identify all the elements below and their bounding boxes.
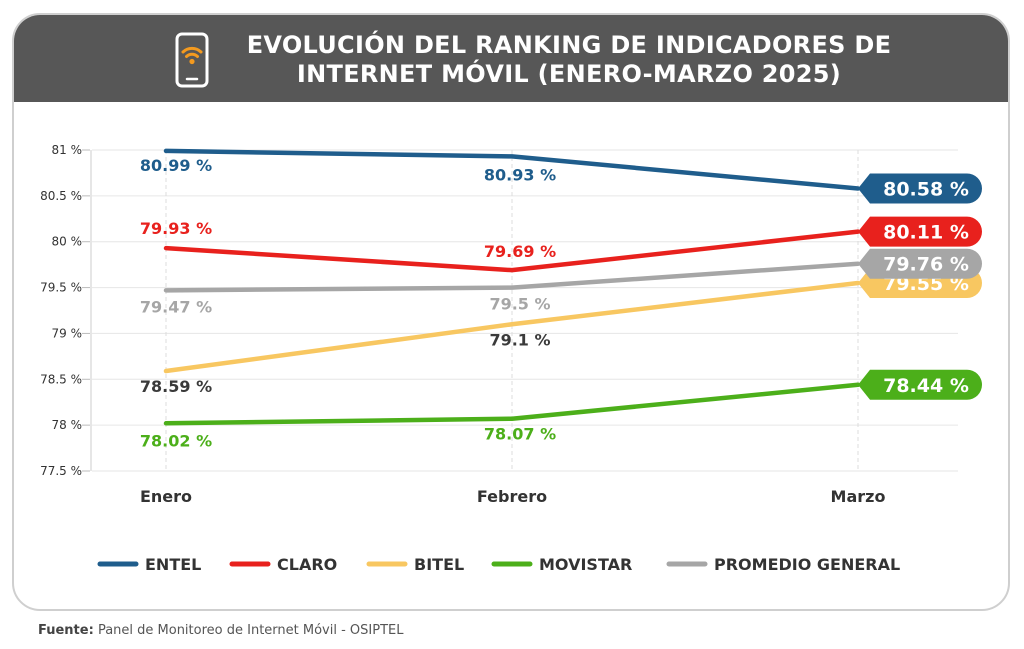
- series-line-movistar: [163, 382, 861, 426]
- legend-label-promedio-general: PROMEDIO GENERAL: [714, 555, 900, 574]
- end-badge-movistar: [858, 369, 982, 400]
- x-tick-label: Enero: [140, 487, 192, 506]
- data-label-movistar: 78.07 %: [484, 425, 556, 444]
- y-tick-label: 79.5 %: [40, 281, 82, 295]
- x-tick-label: Marzo: [831, 487, 886, 506]
- source-label: Fuente:: [38, 623, 94, 638]
- data-label-claro: 79.93 %: [140, 219, 212, 238]
- series-line-entel: [163, 148, 861, 191]
- chart-header: EVOLUCIÓN DEL RANKING DE INDICADORES DE …: [14, 15, 1008, 102]
- source-text: Panel de Monitoreo de Internet Móvil - O…: [97, 623, 404, 638]
- data-label-claro: 79.69 %: [484, 242, 556, 261]
- chart-title-line-1: EVOLUCIÓN DEL RANKING DE INDICADORES DE: [246, 31, 892, 59]
- y-tick-label: 80 %: [52, 235, 83, 249]
- data-label-entel: 80.93 %: [484, 165, 556, 184]
- end-badge-promedio-general: [858, 248, 982, 279]
- x-tick-label: Febrero: [477, 487, 547, 506]
- end-label-claro: 80.11 %: [883, 222, 969, 244]
- data-label-bitel: 78.59 %: [140, 377, 212, 396]
- legend-label-entel: ENTEL: [145, 555, 201, 574]
- source-note: Fuente: Panel de Monitoreo de Internet M…: [38, 623, 403, 638]
- data-label-entel: 80.99 %: [140, 156, 212, 175]
- data-label-movistar: 78.02 %: [140, 431, 212, 450]
- legend-label-movistar: MOVISTAR: [539, 555, 632, 574]
- end-badge-entel: [858, 173, 982, 204]
- chart-title: EVOLUCIÓN DEL RANKING DE INDICADORES DE …: [219, 31, 919, 89]
- legend-label-bitel: BITEL: [414, 555, 464, 574]
- y-tick-label: 78 %: [52, 418, 83, 432]
- data-label-bitel: 79.1 %: [489, 330, 550, 349]
- end-label-promedio-general: 79.76 %: [883, 254, 969, 276]
- end-label-entel: 80.58 %: [883, 179, 969, 201]
- chart-card: EVOLUCIÓN DEL RANKING DE INDICADORES DE …: [12, 13, 1010, 611]
- chart-title-line-2: INTERNET MÓVIL (ENERO-MARZO 2025): [296, 60, 842, 88]
- series-line-claro: [163, 229, 861, 273]
- y-tick-label: 78.5 %: [40, 372, 82, 386]
- end-label-movistar: 78.44 %: [883, 375, 969, 397]
- data-label-promedio-general: 79.47 %: [140, 297, 212, 316]
- smartphone-wifi-icon: [175, 32, 209, 88]
- end-badge-claro: [858, 216, 982, 247]
- series-line-bitel: [163, 280, 861, 374]
- series-line-promedio-general: [163, 261, 861, 293]
- legend-label-claro: CLARO: [277, 555, 337, 574]
- data-label-promedio-general: 79.5 %: [489, 295, 550, 314]
- y-tick-label: 80.5 %: [40, 189, 82, 203]
- y-tick-label: 79 %: [52, 326, 83, 340]
- y-tick-label: 77.5 %: [40, 464, 82, 478]
- y-tick-label: 81 %: [52, 143, 83, 157]
